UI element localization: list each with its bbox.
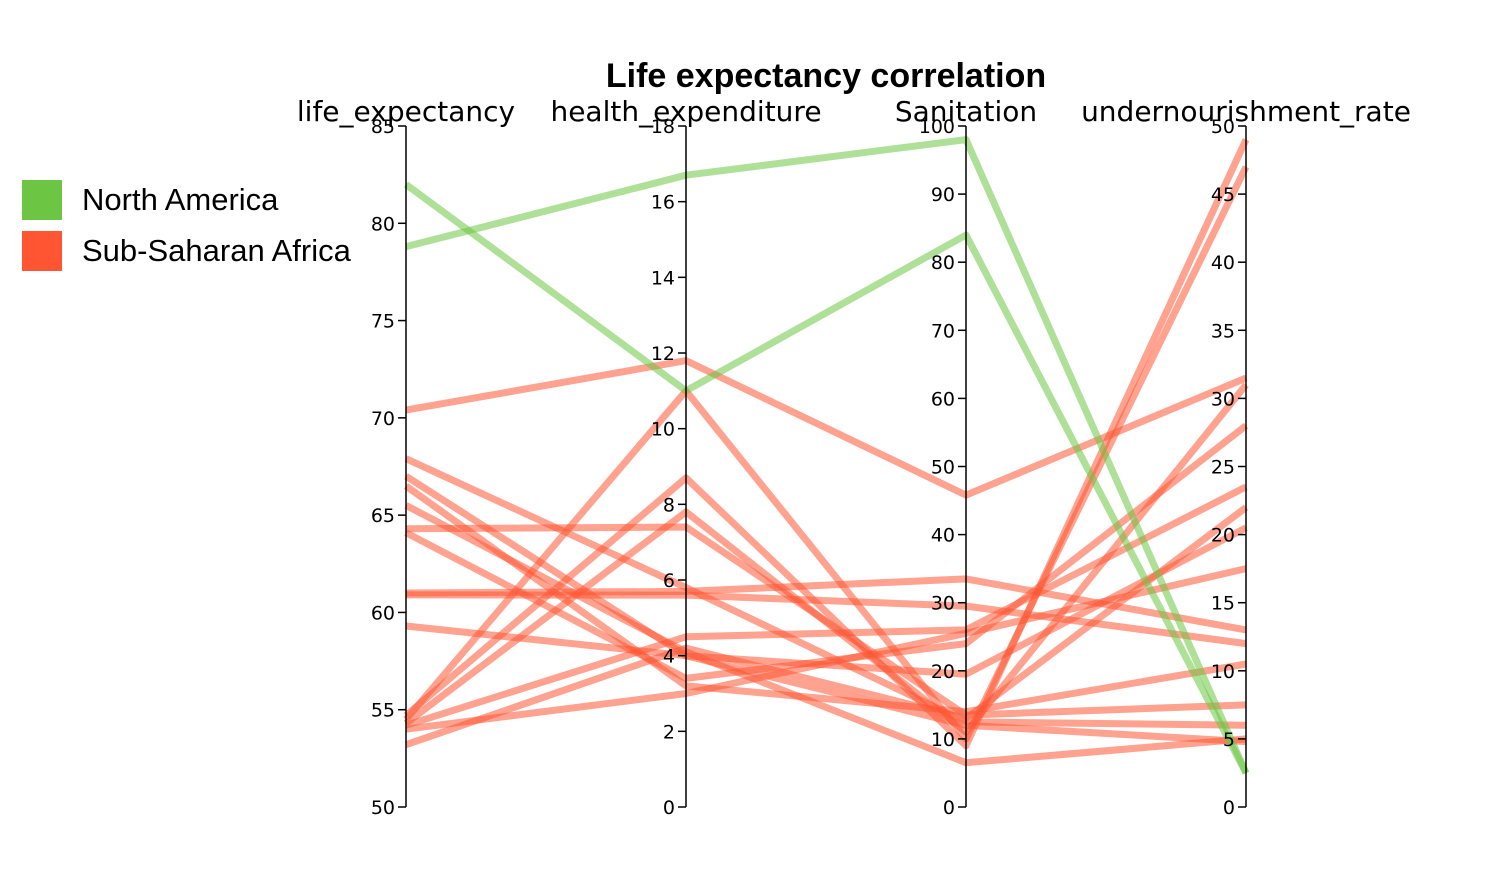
series-line-1 <box>405 136 1250 775</box>
tick-label: 10 <box>931 729 955 751</box>
tick-label: 65 <box>371 505 395 527</box>
tick-label: 18 <box>651 116 675 138</box>
tick-label: 90 <box>931 184 955 206</box>
legend-item: Sub-Saharan Africa <box>22 231 352 271</box>
tick-label: 30 <box>931 593 955 615</box>
axis-title: health_expenditure <box>550 95 821 128</box>
tick-label: 35 <box>1211 320 1235 342</box>
tick-label: 4 <box>663 646 675 668</box>
tick-label: 80 <box>931 252 955 274</box>
series-line-4 <box>404 455 1247 729</box>
tick-label: 15 <box>1211 593 1235 615</box>
tick-label: 55 <box>371 700 395 722</box>
tick-label: 14 <box>651 267 675 289</box>
legend: North America Sub-Saharan Africa <box>22 180 352 271</box>
tick-label: 0 <box>1223 797 1235 819</box>
series-line-16 <box>404 483 1248 729</box>
axes: 5055606570758085life_expectancy024681012… <box>297 95 1411 819</box>
tick-label: 30 <box>1211 388 1235 410</box>
legend-swatch <box>22 231 62 271</box>
tick-label: 40 <box>1211 252 1235 274</box>
legend-swatch <box>22 180 62 220</box>
tick-label: 85 <box>371 116 395 138</box>
tick-label: 60 <box>931 388 955 410</box>
tick-label: 50 <box>371 797 395 819</box>
axis-undernourishment_rate: 0 5 10 15 20 25 30 35 40 45 50undernourishment_rat… <box>1081 95 1411 819</box>
tick-label: 2 <box>663 721 675 743</box>
tick-label: 100 <box>919 116 955 138</box>
tick-label: 10 <box>651 419 675 441</box>
legend-label: North America <box>82 182 279 217</box>
tick-label: 40 <box>931 525 955 547</box>
series-lines <box>403 136 1250 775</box>
tick-label: 8 <box>663 494 675 516</box>
tick-label: 60 <box>371 602 395 624</box>
legend-item: North America <box>22 180 279 220</box>
tick-label: 80 <box>371 213 395 235</box>
series-line-5 <box>404 473 1247 746</box>
tick-label: 10 <box>1211 661 1235 683</box>
axis-title: undernourishment_rate <box>1081 95 1411 128</box>
tick-label: 5 <box>1223 729 1235 751</box>
tick-label: 45 <box>1211 184 1235 206</box>
tick-label: 0 <box>943 797 955 819</box>
tick-label: 0 <box>663 797 675 819</box>
axis-title: Sanitation <box>895 95 1037 128</box>
series-line-6 <box>403 483 1247 716</box>
series-line-7 <box>404 502 1247 767</box>
tick-label: 25 <box>1211 457 1235 479</box>
tick-label: 70 <box>371 408 395 430</box>
tick-label: 75 <box>371 311 395 333</box>
tick-label: 6 <box>663 570 675 592</box>
series-line-2 <box>403 181 1250 775</box>
tick-label: 16 <box>651 192 675 214</box>
tick-label: 12 <box>651 343 675 365</box>
legend-label: Sub-Saharan Africa <box>82 233 352 268</box>
tick-label: 20 <box>931 661 955 683</box>
tick-label: 50 <box>931 457 955 479</box>
tick-label: 50 <box>1211 116 1235 138</box>
tick-label: 70 <box>931 320 955 342</box>
tick-label: 20 <box>1211 525 1235 547</box>
series-line-17 <box>405 565 1247 733</box>
series-line-18 <box>404 504 1249 749</box>
axis-title: life_expectancy <box>297 95 515 128</box>
series-line-13 <box>403 138 1250 750</box>
chart-title: Life expectancy correlation <box>606 57 1046 95</box>
